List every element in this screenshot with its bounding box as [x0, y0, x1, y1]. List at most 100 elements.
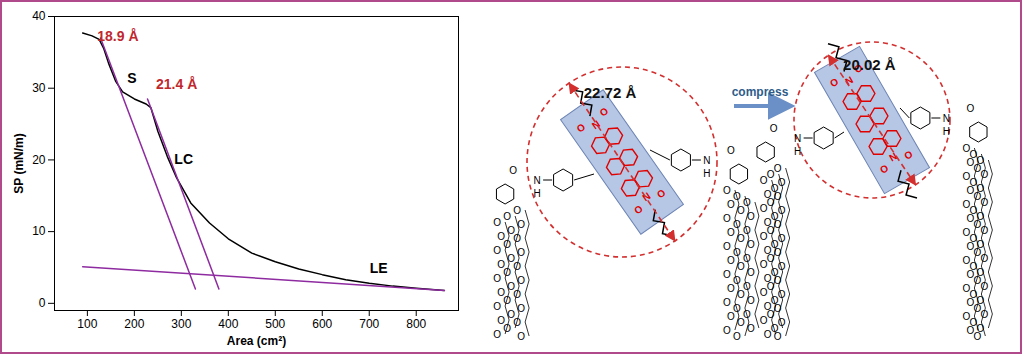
- svg-text:LE: LE: [370, 260, 388, 276]
- svg-text:O: O: [980, 169, 988, 180]
- svg-text:O: O: [764, 273, 772, 284]
- svg-text:H: H: [533, 188, 540, 199]
- svg-text:10: 10: [32, 224, 46, 238]
- svg-text:O: O: [509, 165, 517, 176]
- svg-text:O: O: [733, 303, 741, 314]
- svg-text:O: O: [733, 191, 741, 202]
- svg-text:O: O: [733, 275, 741, 286]
- svg-text:O: O: [747, 295, 755, 306]
- svg-text:O: O: [760, 315, 768, 326]
- svg-text:O: O: [770, 123, 778, 134]
- svg-text:H: H: [943, 126, 950, 137]
- svg-text:O: O: [980, 253, 988, 264]
- svg-text:O: O: [743, 253, 751, 264]
- svg-text:O: O: [723, 185, 731, 196]
- svg-text:O: O: [747, 323, 755, 334]
- svg-text:O: O: [778, 317, 786, 328]
- svg-text:O: O: [778, 261, 786, 272]
- svg-text:O: O: [747, 211, 755, 222]
- svg-text:O: O: [764, 245, 772, 256]
- svg-text:O: O: [733, 219, 741, 230]
- svg-text:O: O: [497, 287, 505, 298]
- svg-text:400: 400: [218, 317, 238, 331]
- svg-text:O: O: [503, 211, 511, 222]
- svg-text:O: O: [493, 273, 501, 284]
- svg-text:22.72 Å: 22.72 Å: [584, 84, 637, 101]
- svg-text:N: N: [794, 133, 801, 144]
- svg-text:O: O: [760, 259, 768, 270]
- svg-text:O: O: [723, 213, 731, 224]
- svg-text:500: 500: [265, 317, 285, 331]
- svg-text:20.02 Å: 20.02 Å: [843, 56, 896, 73]
- svg-text:O: O: [747, 267, 755, 278]
- svg-text:O: O: [764, 329, 772, 340]
- svg-text:O: O: [976, 267, 984, 278]
- svg-text:O: O: [747, 239, 755, 250]
- svg-text:O: O: [980, 225, 988, 236]
- svg-text:O: O: [743, 281, 751, 292]
- svg-text:O: O: [743, 309, 751, 320]
- svg-text:O: O: [976, 183, 984, 194]
- svg-text:O: O: [598, 105, 611, 119]
- svg-text:O: O: [743, 197, 751, 208]
- svg-text:O: O: [976, 323, 984, 334]
- svg-text:O: O: [575, 121, 588, 135]
- svg-text:O: O: [764, 189, 772, 200]
- svg-text:700: 700: [359, 317, 379, 331]
- svg-text:O: O: [976, 211, 984, 222]
- svg-text:O: O: [723, 325, 731, 336]
- svg-text:O: O: [760, 231, 768, 242]
- svg-text:N: N: [703, 155, 710, 166]
- svg-text:O: O: [632, 203, 645, 217]
- svg-text:N: N: [533, 175, 540, 186]
- svg-text:O: O: [723, 241, 731, 252]
- svg-text:O: O: [733, 247, 741, 258]
- svg-text:O: O: [980, 197, 988, 208]
- svg-text:O: O: [493, 217, 501, 228]
- svg-text:O: O: [976, 155, 984, 166]
- svg-text:O: O: [902, 148, 914, 162]
- svg-text:O: O: [517, 331, 525, 342]
- svg-text:O: O: [727, 145, 735, 156]
- svg-text:compress: compress: [732, 85, 789, 99]
- svg-text:200: 200: [124, 317, 144, 331]
- svg-text:600: 600: [312, 317, 332, 331]
- svg-text:O: O: [764, 217, 772, 228]
- svg-text:O: O: [771, 211, 779, 222]
- svg-text:O: O: [771, 295, 779, 306]
- svg-text:O: O: [771, 323, 779, 334]
- svg-text:O: O: [878, 162, 890, 176]
- svg-text:O: O: [778, 233, 786, 244]
- svg-text:O: O: [771, 239, 779, 250]
- svg-text:O: O: [733, 331, 741, 342]
- svg-text:O: O: [966, 103, 974, 114]
- svg-text:O: O: [760, 175, 768, 186]
- svg-text:O: O: [767, 169, 775, 180]
- svg-text:O: O: [760, 203, 768, 214]
- svg-text:O: O: [980, 309, 988, 320]
- svg-text:100: 100: [77, 317, 97, 331]
- svg-text:SP (mN/m): SP (mN/m): [12, 133, 26, 193]
- svg-text:O: O: [743, 225, 751, 236]
- svg-text:O: O: [976, 295, 984, 306]
- svg-text:H: H: [703, 168, 710, 179]
- svg-text:40: 40: [32, 9, 46, 23]
- svg-text:O: O: [828, 76, 840, 90]
- svg-text:S: S: [127, 70, 136, 86]
- svg-text:O: O: [771, 183, 779, 194]
- svg-text:O: O: [778, 289, 786, 300]
- svg-text:O: O: [513, 205, 521, 216]
- svg-text:O: O: [723, 297, 731, 308]
- svg-text:LC: LC: [174, 151, 193, 167]
- svg-text:0: 0: [39, 296, 46, 310]
- svg-text:O: O: [497, 231, 505, 242]
- svg-text:O: O: [493, 301, 501, 312]
- svg-text:O: O: [723, 269, 731, 280]
- svg-text:H: H: [794, 146, 801, 157]
- svg-text:20: 20: [32, 153, 46, 167]
- svg-text:30: 30: [32, 81, 46, 95]
- svg-text:O: O: [976, 239, 984, 250]
- svg-text:300: 300: [171, 317, 191, 331]
- svg-text:O: O: [778, 177, 786, 188]
- svg-text:O: O: [771, 267, 779, 278]
